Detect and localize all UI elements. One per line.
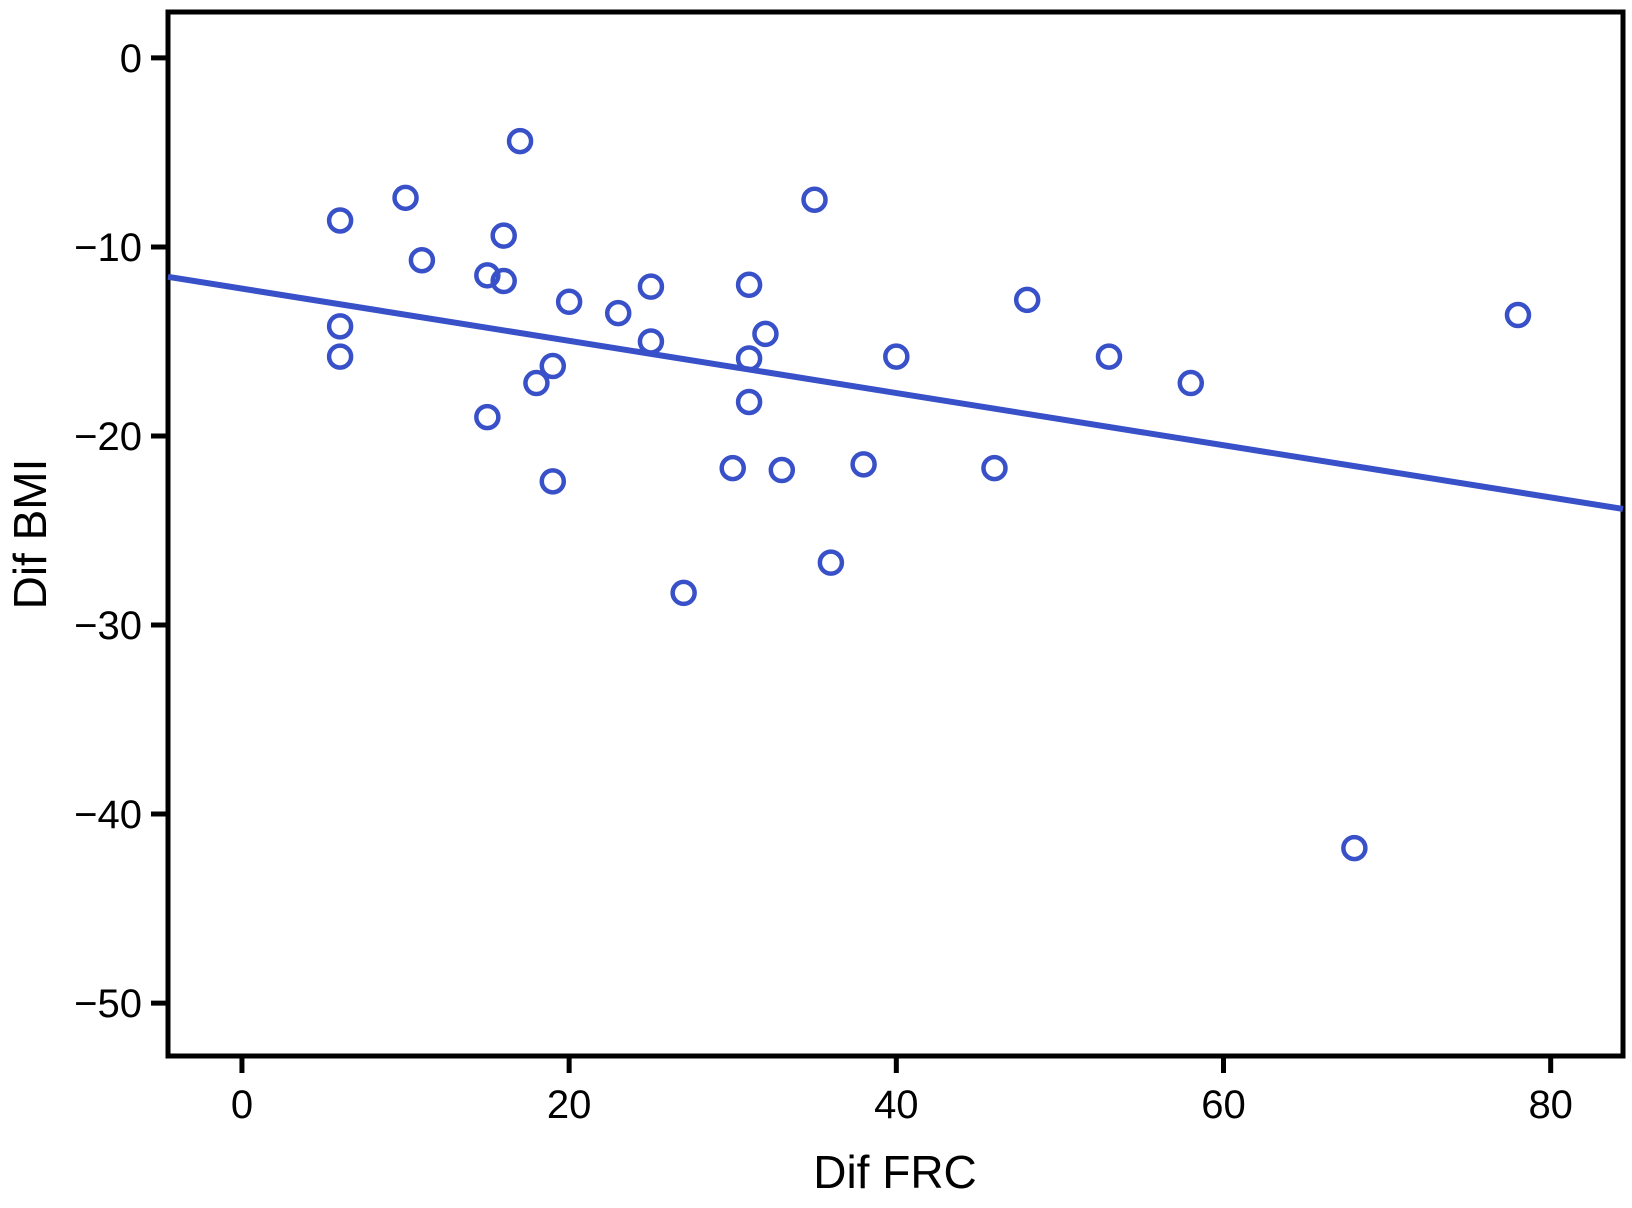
axis-ticks <box>151 55 1554 1073</box>
data-point-marker <box>801 186 828 213</box>
data-point-marker <box>474 403 501 431</box>
data-point-marker <box>490 267 517 295</box>
x-tick-label: 20 <box>547 1083 592 1127</box>
data-point-marker <box>539 468 567 495</box>
plot-area-border <box>165 9 1626 1059</box>
data-point-marker <box>735 388 763 416</box>
regression-line <box>167 273 1624 512</box>
data-point-marker <box>408 246 436 274</box>
data-point-marker <box>474 262 501 289</box>
data-point-marker <box>752 320 779 348</box>
y-axis-title: Dif BMI <box>4 459 56 610</box>
y-tick-label: −30 <box>74 604 142 648</box>
y-tick-label: −40 <box>74 793 142 837</box>
data-point-marker <box>1341 834 1368 862</box>
data-point-marker <box>735 345 763 372</box>
y-tick-label: −10 <box>74 226 142 270</box>
data-point-marker <box>490 222 517 249</box>
y-tick-label: 0 <box>120 37 142 81</box>
data-point-marker <box>604 299 632 327</box>
data-point-marker <box>1013 286 1041 314</box>
x-tick-label: 0 <box>231 1083 253 1127</box>
data-points-group <box>326 127 1532 862</box>
data-point-marker <box>539 352 567 380</box>
data-point-marker <box>981 454 1008 482</box>
data-point-marker <box>883 343 910 370</box>
data-point-marker <box>817 549 845 576</box>
x-axis-title: Dif FRC <box>813 1146 977 1198</box>
data-point-marker <box>392 184 419 212</box>
x-tick-label: 60 <box>1201 1083 1246 1127</box>
y-tick-label: −20 <box>74 415 142 459</box>
axis-tick-labels: 0 20 40 60 80 0 −10 −20 −30 −40 −50 <box>74 37 1573 1127</box>
x-tick-label: 40 <box>874 1083 919 1127</box>
data-point-marker <box>1177 369 1205 397</box>
data-point-marker <box>850 451 877 478</box>
data-point-marker <box>637 273 665 300</box>
data-point-marker <box>523 369 550 397</box>
data-point-marker <box>768 456 796 484</box>
data-point-marker <box>326 207 354 234</box>
data-point-marker <box>637 328 665 355</box>
data-point-marker <box>506 127 534 155</box>
data-point-marker <box>670 579 697 607</box>
data-point-marker <box>326 313 354 340</box>
data-point-marker <box>719 454 746 482</box>
data-point-marker <box>1504 301 1532 329</box>
data-point-marker <box>326 343 354 370</box>
data-point-marker <box>735 271 763 299</box>
x-tick-label: 80 <box>1528 1083 1573 1127</box>
regression-line-group <box>167 273 1624 512</box>
y-tick-label: −50 <box>74 982 142 1026</box>
data-point-marker <box>555 288 583 316</box>
data-point-marker <box>1095 343 1123 370</box>
